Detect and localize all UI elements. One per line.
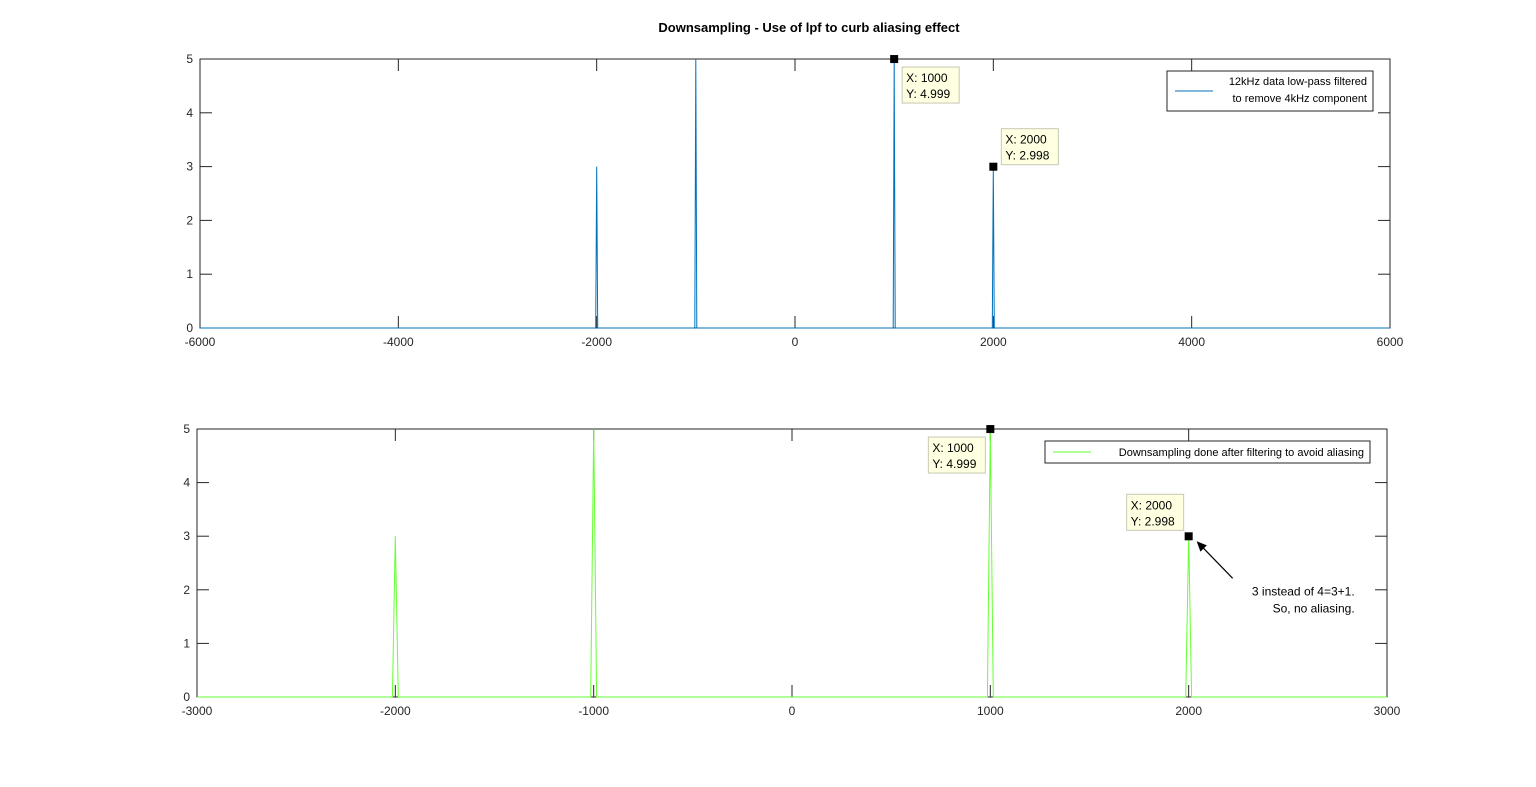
x-tick-label: -2000 (581, 335, 612, 349)
y-tick-label: 4 (186, 106, 193, 120)
datatip[interactable]: X: 2000 Y: 2.998 (1126, 493, 1193, 541)
x-tick-label: 4000 (1178, 335, 1205, 349)
datatip-box (1000, 128, 1059, 166)
annotation-arrow-line (1200, 544, 1234, 579)
x-tick-label: 1000 (977, 704, 1004, 718)
datatip-box (1126, 493, 1185, 531)
x-tick-label: 2000 (980, 335, 1007, 349)
datatip-x-label: X: 1000 (906, 71, 948, 85)
datatip-box (901, 66, 960, 104)
datatip-marker[interactable] (986, 425, 995, 434)
x-tick-label: 3000 (1374, 704, 1401, 718)
series-line-0 (197, 428, 1387, 698)
x-tick-label: -4000 (383, 335, 414, 349)
x-tick-label: 0 (789, 704, 796, 718)
annotation: 3 instead of 4=3+1. So, no aliasing. (1196, 541, 1355, 615)
y-tick-label: 1 (186, 267, 193, 281)
annotation-text: 3 instead of 4=3+1. (1252, 584, 1355, 598)
legend: 12kHz data low-pass filtered to remove 4k… (1166, 70, 1374, 112)
annotation-text: So, no aliasing. (1273, 601, 1355, 615)
annotation-arrow-head (1196, 541, 1207, 552)
x-tick-label: -1000 (578, 704, 609, 718)
y-tick-label: 3 (186, 160, 193, 174)
datatip[interactable]: X: 1000 Y: 4.999 (890, 55, 960, 104)
bottom-axes: -3000 -2000 -1000 0 1000 2000 3000 0 1 2 3 4 5 Downsa… (182, 422, 1401, 718)
y-tick-label: 4 (183, 476, 190, 490)
y-tick-label: 0 (186, 321, 193, 335)
datatip-marker[interactable] (1184, 532, 1193, 541)
legend: Downsampling done after filtering to avo… (1044, 440, 1371, 464)
figure-title: Downsampling - Use of lpf to curb aliasi… (658, 20, 960, 35)
series-line-0 (200, 58, 1390, 329)
y-tick-label: 2 (186, 213, 193, 227)
datatip-y-label: Y: 4.999 (932, 457, 976, 471)
datatip-x-label: X: 2000 (1131, 498, 1173, 512)
datatip-x-label: X: 1000 (932, 441, 974, 455)
y-tick-label: 2 (183, 583, 190, 597)
axes-box (196, 428, 1388, 698)
legend-label: Downsampling done after filtering to avo… (1119, 447, 1364, 459)
datatip-y-label: Y: 2.998 (1131, 514, 1175, 528)
datatip[interactable]: X: 2000 Y: 2.998 (989, 128, 1059, 171)
datatip-x-label: X: 2000 (1005, 133, 1047, 147)
y-tick-label: 5 (186, 52, 193, 66)
datatip-box (927, 436, 986, 474)
x-tick-label: 6000 (1377, 335, 1404, 349)
datatip-y-label: Y: 4.999 (906, 87, 950, 101)
legend-label: 12kHz data low-pass filtered (1229, 76, 1367, 88)
datatip[interactable]: X: 1000 Y: 4.999 (927, 425, 995, 474)
y-tick-label: 1 (183, 636, 190, 650)
datatip-marker[interactable] (989, 162, 998, 171)
x-tick-label: -3000 (182, 704, 213, 718)
x-tick-label: -2000 (380, 704, 411, 718)
y-tick-label: 5 (183, 422, 190, 436)
top-axes: -6000 -4000 -2000 0 2000 4000 6000 0 1 2 3 4 5 12kHz … (185, 52, 1404, 349)
y-tick-label: 3 (183, 529, 190, 543)
legend-box (1044, 440, 1371, 464)
legend-label: to remove 4kHz component (1232, 93, 1367, 105)
x-tick-label: 2000 (1175, 704, 1202, 718)
x-tick-label: 0 (792, 335, 799, 349)
y-tick-label: 0 (183, 690, 190, 704)
datatip-y-label: Y: 2.998 (1005, 149, 1049, 163)
datatip-marker[interactable] (890, 55, 899, 64)
x-tick-label: -6000 (185, 335, 216, 349)
